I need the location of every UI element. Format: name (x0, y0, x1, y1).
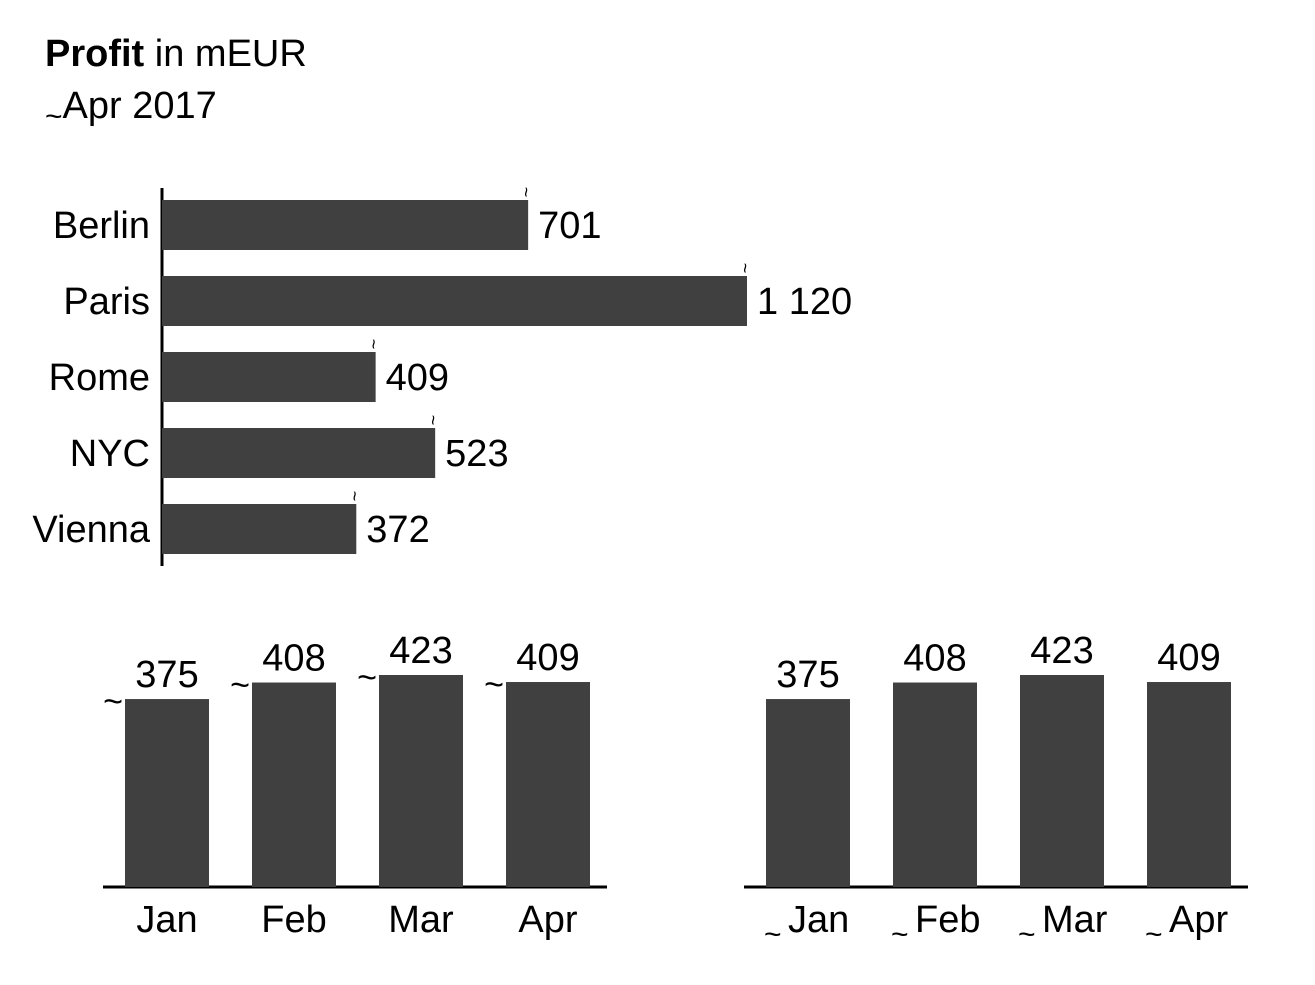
subtitle-tilde: ~ (45, 100, 63, 133)
bar (162, 276, 747, 326)
category-label: Rome (49, 357, 150, 399)
column (1020, 675, 1104, 887)
column (1147, 682, 1231, 887)
bar (162, 352, 376, 402)
category-tilde: ~ (1145, 918, 1163, 951)
value-label: 409 (386, 357, 449, 399)
category-tilde: ~ (1018, 918, 1036, 951)
category-tilde: ~ (764, 918, 782, 951)
column (125, 699, 209, 887)
bar (162, 200, 529, 250)
value-label: 408 (903, 638, 966, 680)
value-tilde: ~ (735, 263, 755, 274)
value-tilde: ~ (230, 667, 250, 705)
column (766, 699, 850, 887)
category-label: Vienna (32, 509, 151, 551)
value-label: 1 120 (757, 281, 852, 323)
value-tilde: ~ (516, 187, 536, 198)
value-label: 523 (445, 433, 508, 475)
chart-subtitle: ~Apr 2017 (45, 84, 217, 133)
chart-title: Profit in mEUR (45, 32, 307, 76)
value-tilde: ~ (364, 339, 384, 350)
category-label: Mar (388, 899, 454, 941)
bar (162, 428, 436, 478)
category-label: NYC (70, 433, 150, 475)
column (506, 682, 590, 887)
subtitle-text: Apr 2017 (62, 85, 217, 127)
bar (162, 504, 357, 554)
value-label: 423 (1030, 630, 1093, 672)
column (252, 682, 336, 887)
value-label: 701 (538, 205, 601, 247)
category-tilde: ~ (891, 918, 909, 951)
value-label: 409 (1157, 637, 1220, 679)
value-label: 409 (516, 637, 579, 679)
value-tilde: ~ (423, 415, 443, 426)
title-rest: in mEUR (144, 33, 307, 75)
column (893, 682, 977, 887)
value-tilde: ~ (344, 491, 364, 502)
category-label: Jan (136, 899, 197, 941)
value-label: 423 (389, 630, 452, 672)
category-label: Mar (1042, 899, 1108, 941)
category-label: Berlin (53, 205, 150, 247)
value-label: 375 (776, 654, 839, 696)
category-label: Feb (261, 899, 326, 941)
value-label: 408 (262, 638, 325, 680)
column (379, 675, 463, 887)
category-label: Jan (788, 899, 849, 941)
category-label: Apr (1169, 899, 1228, 941)
value-tilde: ~ (357, 659, 377, 697)
category-label: Paris (63, 281, 150, 323)
value-tilde: ~ (103, 683, 123, 721)
value-label: 372 (366, 509, 429, 551)
title-bold: Profit (45, 33, 145, 75)
category-label: Apr (518, 899, 577, 941)
value-label: 375 (135, 654, 198, 696)
value-tilde: ~ (484, 666, 504, 704)
category-label: Feb (915, 899, 980, 941)
